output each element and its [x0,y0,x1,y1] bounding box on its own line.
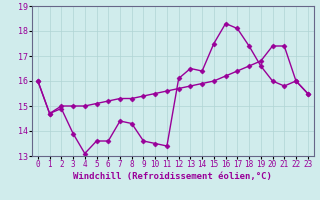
X-axis label: Windchill (Refroidissement éolien,°C): Windchill (Refroidissement éolien,°C) [73,172,272,181]
